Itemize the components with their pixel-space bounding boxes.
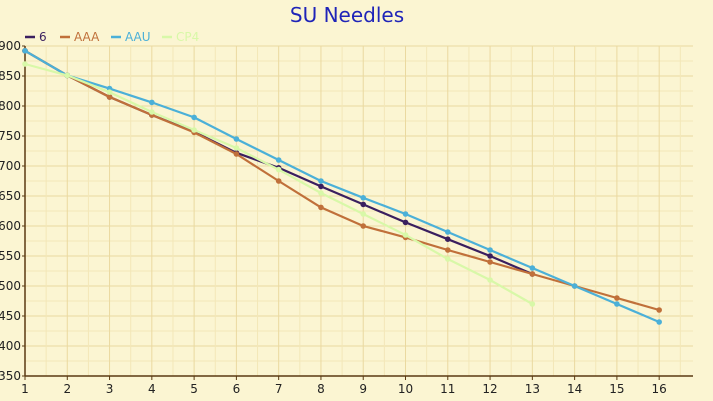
legend-label: AAA (74, 30, 100, 44)
x-tick-label: 5 (190, 382, 198, 396)
x-tick-label: 3 (106, 382, 114, 396)
data-point (318, 178, 324, 184)
x-tick-label: 1 (21, 382, 29, 396)
legend-label: CP4 (176, 30, 199, 44)
x-tick-label: 8 (317, 382, 325, 396)
data-point (360, 223, 367, 229)
data-point (191, 127, 197, 133)
data-point (444, 256, 451, 262)
data-point (402, 211, 409, 217)
legend-item: CP4 (162, 30, 199, 44)
y-tick-label: 750 (0, 129, 21, 143)
data-point (275, 166, 282, 173)
data-point (614, 301, 620, 307)
data-point (318, 204, 324, 211)
grid (24, 45, 693, 377)
data-point (106, 89, 113, 95)
data-point (191, 114, 197, 121)
data-point (487, 277, 493, 283)
data-point (402, 232, 409, 238)
data-point (275, 178, 282, 184)
data-point (656, 307, 662, 313)
x-tick-label: 16 (652, 382, 667, 396)
data-point (64, 72, 71, 79)
y-tick-label: 800 (0, 99, 21, 113)
x-tick-label: 13 (525, 382, 540, 396)
y-tick-label: 900 (0, 39, 21, 53)
data-point (444, 247, 451, 253)
y-tick-label: 550 (0, 249, 21, 263)
chart-title: SU Needles (290, 3, 404, 27)
x-tick-label: 12 (482, 382, 497, 396)
data-point (444, 236, 451, 242)
y-tick-label: 500 (0, 279, 21, 293)
y-tick-label: 450 (0, 309, 21, 323)
legend-item: AAU (111, 30, 151, 44)
series-CP4 (22, 61, 536, 307)
x-tick-label: 10 (398, 382, 413, 396)
data-point (149, 109, 155, 115)
legend-item: 6 (25, 30, 47, 44)
data-point (487, 253, 493, 259)
title-area: SU Needles (290, 3, 404, 27)
legend-label: 6 (39, 30, 47, 44)
data-point (529, 265, 536, 271)
x-tick-label: 14 (567, 382, 582, 396)
y-tick-label: 700 (0, 159, 21, 173)
y-tick-label: 350 (0, 369, 21, 383)
data-point (233, 151, 240, 157)
data-point (106, 94, 113, 100)
data-point (614, 295, 620, 301)
x-tick-label: 9 (359, 382, 367, 396)
data-point (360, 195, 367, 201)
y-tick-label: 850 (0, 69, 21, 83)
data-point (318, 190, 324, 196)
series-line (24, 49, 660, 324)
x-tick-label: 7 (275, 382, 283, 396)
data-point (22, 48, 28, 54)
data-point (233, 145, 240, 151)
y-tick-label: 650 (0, 189, 21, 203)
series-line (24, 49, 660, 312)
y-tick-label: 400 (0, 339, 21, 353)
data-point (318, 183, 324, 190)
y-tick-label: 600 (0, 219, 21, 233)
data-point (571, 283, 578, 289)
data-point (656, 319, 662, 325)
legend-item: AAA (60, 30, 100, 44)
legend: 6 AAA AAU CP4 (25, 30, 199, 44)
data-point (487, 259, 493, 265)
x-tick-label: 11 (440, 382, 455, 396)
x-tick-label: 2 (63, 382, 71, 396)
series-lines (22, 48, 662, 325)
data-point (487, 247, 493, 253)
data-point (275, 157, 282, 163)
data-point (529, 271, 536, 277)
data-point (402, 219, 409, 226)
data-point (360, 211, 367, 217)
data-point (444, 229, 451, 235)
data-point (149, 99, 155, 106)
data-point (360, 201, 367, 208)
x-tick-label: 15 (609, 382, 624, 396)
data-point (22, 61, 28, 67)
data-point (233, 136, 240, 142)
legend-label: AAU (125, 30, 151, 44)
x-tick-label: 4 (148, 382, 156, 396)
series-AAU (22, 48, 662, 325)
x-tick-label: 6 (233, 382, 241, 396)
data-point (529, 301, 536, 307)
